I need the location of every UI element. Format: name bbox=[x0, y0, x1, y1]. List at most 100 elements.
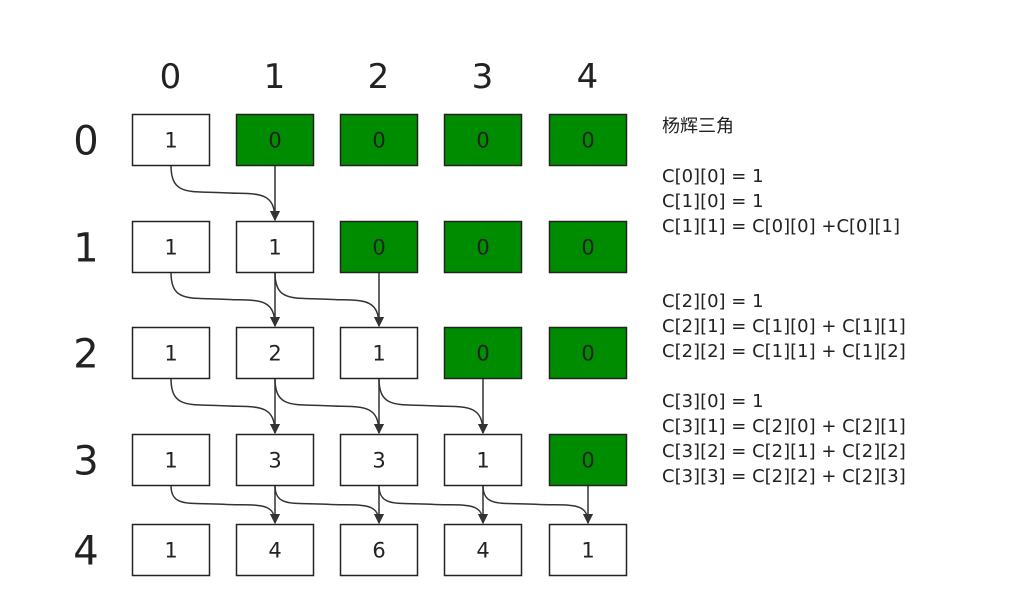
cell-box bbox=[548, 433, 628, 487]
cell-r4-c3: 4 bbox=[443, 523, 523, 577]
formula-line: C[3][0] = 1 bbox=[662, 391, 764, 412]
cell-r2-c4: 0 bbox=[548, 326, 628, 380]
cell-r4-c1: 4 bbox=[235, 523, 315, 577]
cell-box bbox=[235, 433, 315, 487]
cell-value: 0 bbox=[581, 236, 594, 260]
column-header-0: 0 bbox=[160, 57, 182, 97]
row-header-1: 1 bbox=[73, 226, 98, 272]
formula-line: C[2][0] = 1 bbox=[662, 291, 764, 312]
arrow-diagonal bbox=[170, 272, 280, 327]
arrow-diagonal bbox=[482, 485, 593, 524]
cell-box bbox=[443, 433, 523, 487]
cell-value: 1 bbox=[476, 449, 489, 473]
cell-value: 0 bbox=[372, 236, 385, 260]
formula-line: C[2][2] = C[1][1] + C[1][2] bbox=[662, 341, 906, 362]
cell-value: 1 bbox=[164, 236, 177, 260]
cell-box bbox=[235, 220, 315, 274]
cell-r3-c4: 0 bbox=[548, 433, 628, 487]
formula-line: C[3][1] = C[2][0] + C[2][1] bbox=[662, 416, 906, 437]
cell-box bbox=[443, 523, 523, 577]
cell-r2-c2: 1 bbox=[339, 326, 419, 380]
formula-notes: 杨辉三角 C[0][0] = 1 C[1][0] = 1 C[1][1] = C… bbox=[662, 114, 906, 489]
cell-r2-c0: 1 bbox=[131, 326, 211, 380]
cell-value: 4 bbox=[268, 539, 281, 563]
cell-box bbox=[131, 220, 211, 274]
row-header-0: 0 bbox=[73, 119, 98, 165]
cell-r0-c2: 0 bbox=[339, 113, 419, 167]
formula-line: C[2][1] = C[1][0] + C[1][1] bbox=[662, 316, 906, 337]
cell-r4-c0: 1 bbox=[131, 523, 211, 577]
cell-value: 4 bbox=[476, 539, 489, 563]
cell-box bbox=[235, 326, 315, 380]
arrow-diagonal bbox=[378, 378, 488, 434]
cell-r3-c1: 3 bbox=[235, 433, 315, 487]
arrows-layer bbox=[170, 165, 593, 524]
cell-value: 0 bbox=[581, 449, 594, 473]
cell-r1-c3: 0 bbox=[443, 220, 523, 274]
formula-line: C[1][0] = 1 bbox=[662, 191, 764, 212]
cell-value: 0 bbox=[476, 236, 489, 260]
cell-box bbox=[235, 113, 315, 167]
cell-r0-c1: 0 bbox=[235, 113, 315, 167]
cell-value: 3 bbox=[268, 449, 281, 473]
cell-value: 1 bbox=[164, 449, 177, 473]
row-header-4: 4 bbox=[73, 529, 98, 575]
cell-value: 1 bbox=[164, 539, 177, 563]
cell-box bbox=[339, 523, 419, 577]
arrow-diagonal bbox=[170, 378, 280, 434]
cell-box bbox=[131, 433, 211, 487]
cell-r1-c1: 1 bbox=[235, 220, 315, 274]
arrow-diagonal bbox=[274, 378, 384, 434]
cell-value: 0 bbox=[581, 129, 594, 153]
row-header-2: 2 bbox=[73, 332, 98, 378]
cell-r1-c0: 1 bbox=[131, 220, 211, 274]
cell-r0-c4: 0 bbox=[548, 113, 628, 167]
cell-box bbox=[131, 326, 211, 380]
cell-box bbox=[443, 220, 523, 274]
column-header-1: 1 bbox=[264, 57, 286, 97]
arrow-diagonal bbox=[378, 485, 488, 524]
cell-value: 0 bbox=[581, 342, 594, 366]
cell-box bbox=[443, 326, 523, 380]
cell-value: 0 bbox=[268, 129, 281, 153]
cell-box bbox=[235, 523, 315, 577]
cell-box bbox=[339, 113, 419, 167]
cell-r1-c4: 0 bbox=[548, 220, 628, 274]
formula-line: C[3][2] = C[2][1] + C[2][2] bbox=[662, 441, 906, 462]
cell-value: 2 bbox=[268, 342, 281, 366]
cell-box bbox=[548, 113, 628, 167]
cell-r3-c3: 1 bbox=[443, 433, 523, 487]
column-header-2: 2 bbox=[368, 57, 390, 97]
cell-value: 6 bbox=[372, 539, 385, 563]
column-header-4: 4 bbox=[577, 57, 599, 97]
row-header-3: 3 bbox=[73, 439, 98, 485]
notes-title: 杨辉三角 bbox=[662, 116, 734, 137]
arrow-diagonal bbox=[274, 485, 384, 524]
cell-r3-c2: 3 bbox=[339, 433, 419, 487]
cell-r2-c1: 2 bbox=[235, 326, 315, 380]
headers-layer: 0 1 2 3 4 0 1 2 3 4 bbox=[73, 57, 598, 575]
cell-r2-c3: 0 bbox=[443, 326, 523, 380]
cell-box bbox=[131, 113, 211, 167]
cells-layer: 1 0 0 0 0 1 1 0 0 0 1 2 1 0 0 1 3 3 1 0 1 4 6 4 1 bbox=[131, 113, 628, 577]
cell-value: 1 bbox=[164, 342, 177, 366]
cell-value: 1 bbox=[581, 539, 594, 563]
column-header-3: 3 bbox=[472, 57, 494, 97]
cell-value: 1 bbox=[372, 342, 385, 366]
cell-box bbox=[131, 523, 211, 577]
cell-box bbox=[548, 220, 628, 274]
cell-value: 1 bbox=[268, 236, 281, 260]
cell-r4-c2: 6 bbox=[339, 523, 419, 577]
cell-value: 0 bbox=[476, 129, 489, 153]
cell-box bbox=[443, 113, 523, 167]
cell-box bbox=[548, 326, 628, 380]
cell-box bbox=[339, 326, 419, 380]
arrow-diagonal bbox=[170, 165, 280, 221]
cell-r1-c2: 0 bbox=[339, 220, 419, 274]
formula-line: C[0][0] = 1 bbox=[662, 166, 764, 187]
cell-r4-c4: 1 bbox=[548, 523, 628, 577]
cell-r0-c3: 0 bbox=[443, 113, 523, 167]
cell-value: 1 bbox=[164, 129, 177, 153]
cell-r0-c0: 1 bbox=[131, 113, 211, 167]
